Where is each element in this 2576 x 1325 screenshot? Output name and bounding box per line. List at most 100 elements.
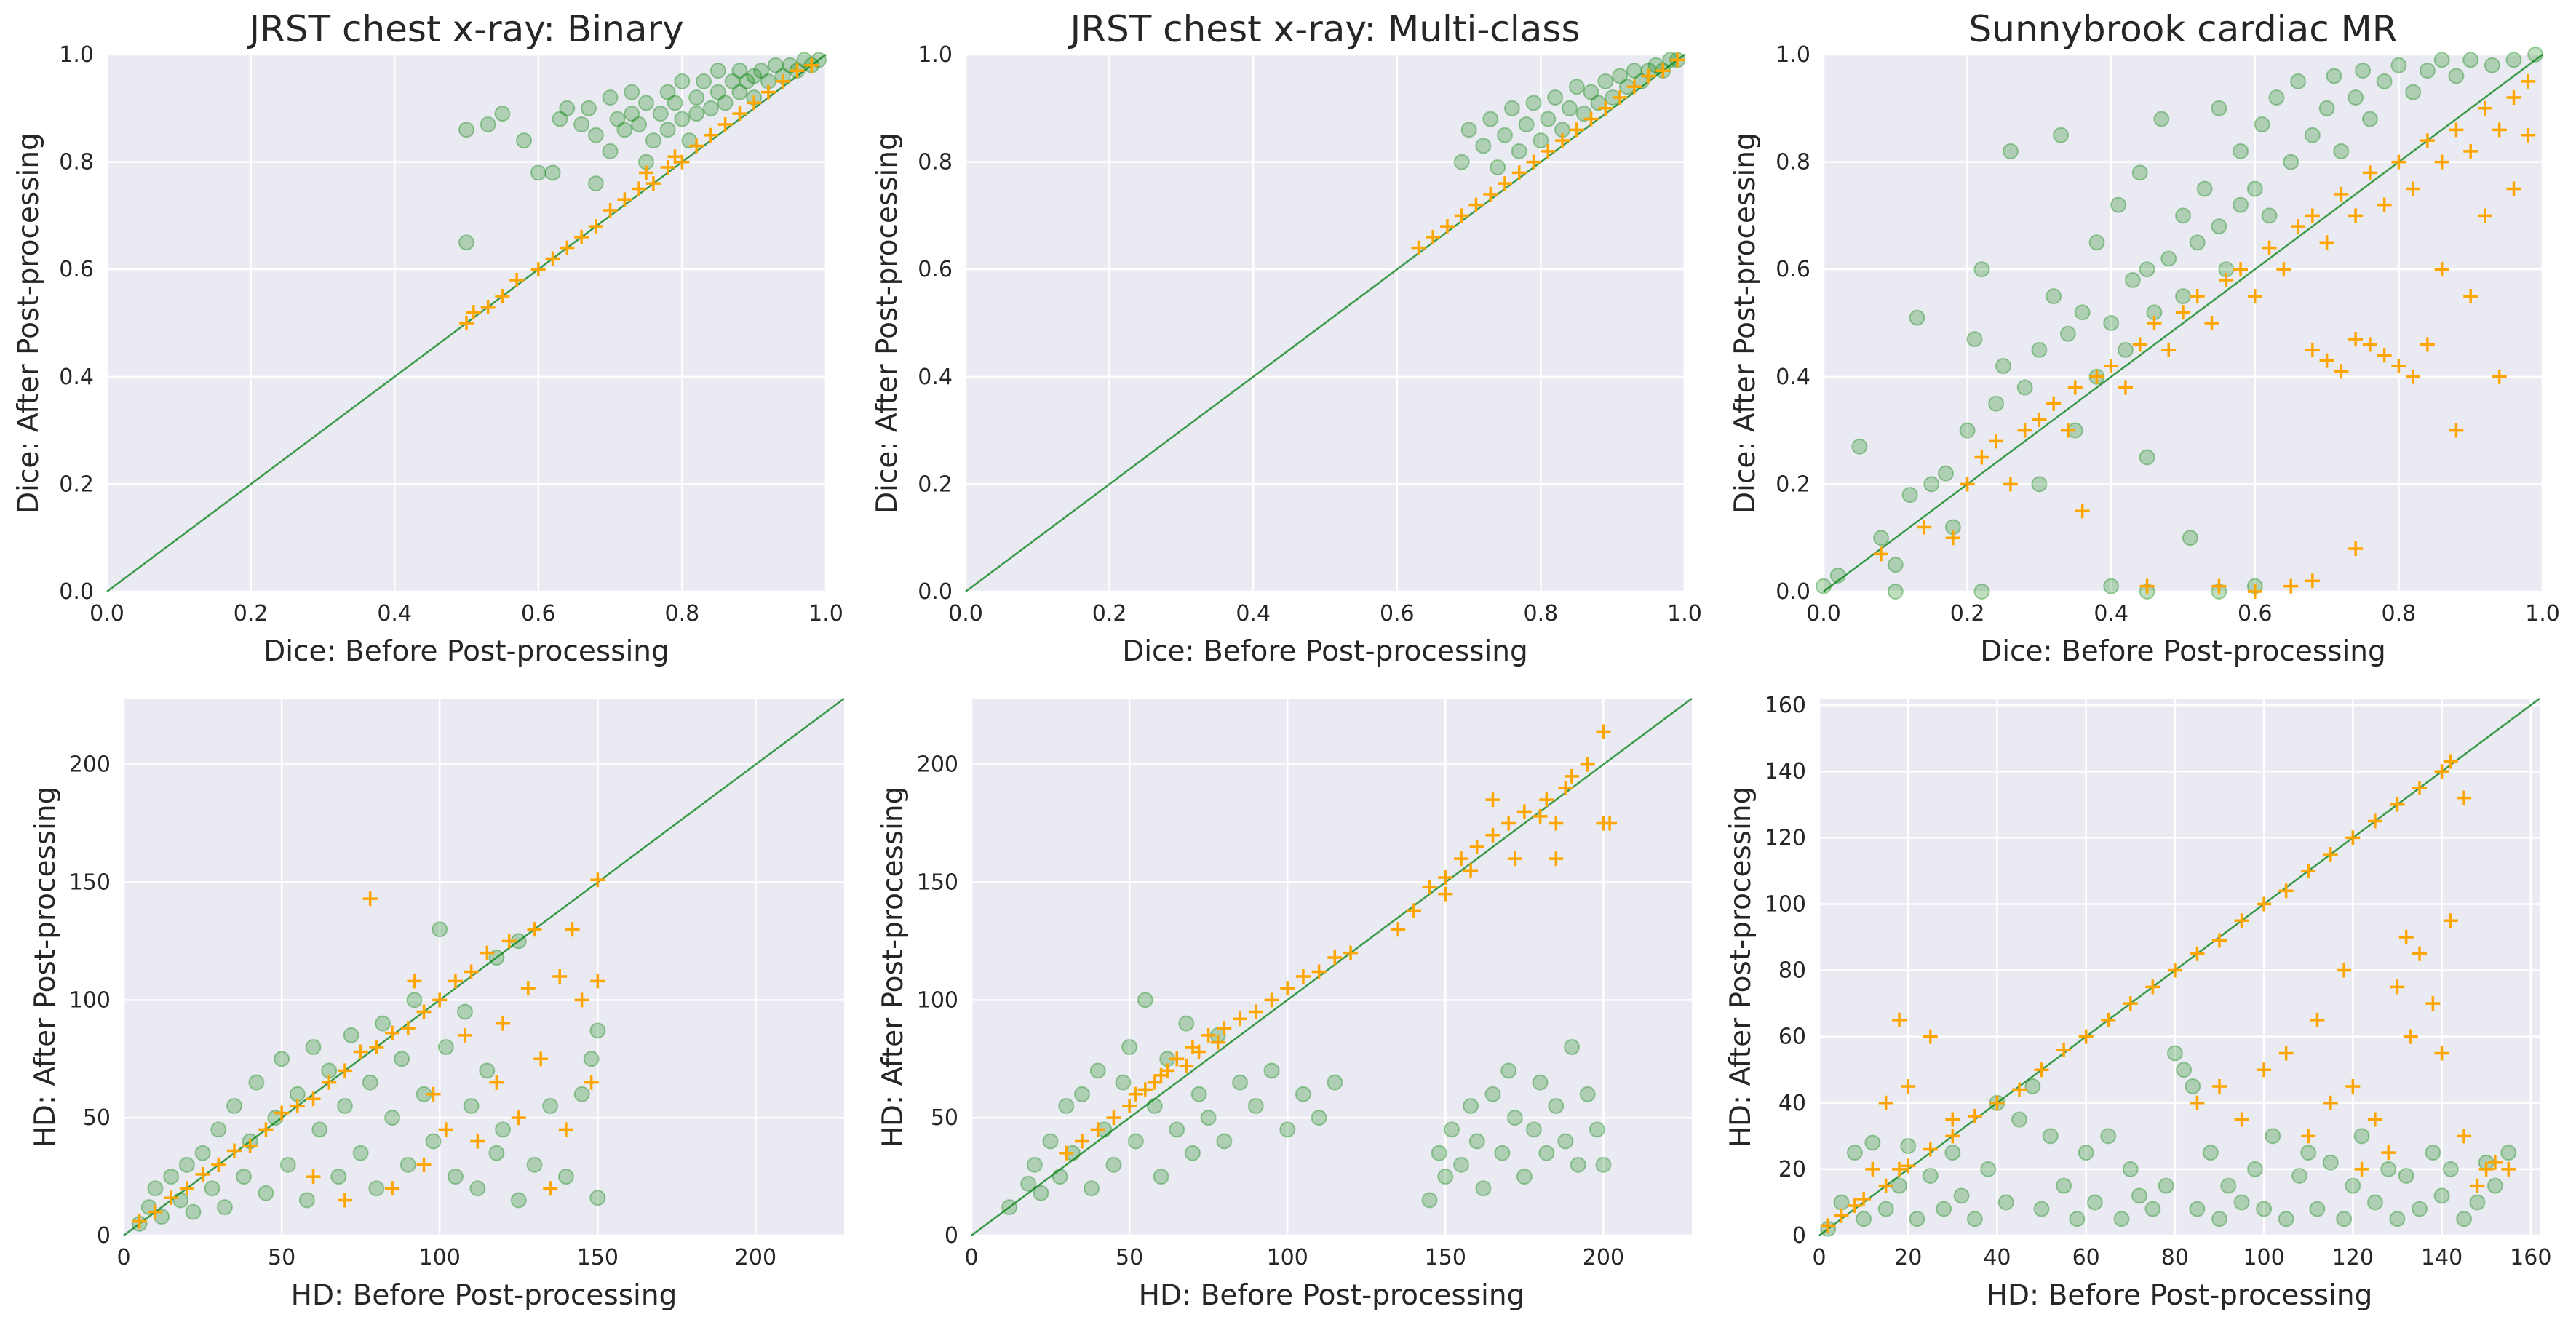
data-point-circle	[1232, 1074, 1249, 1091]
x-tick-label: 40	[1983, 1245, 2011, 1270]
data-point-circle	[667, 95, 683, 111]
data-point-plus	[2470, 1178, 2485, 1193]
data-point-circle	[2220, 1177, 2237, 1194]
data-point-circle	[1923, 476, 1940, 493]
data-point-plus	[675, 154, 690, 170]
data-point-plus	[369, 1040, 384, 1055]
data-point-plus	[2167, 963, 2182, 978]
data-point-circle	[1829, 567, 1846, 584]
data-point-circle	[542, 1097, 559, 1114]
data-point-circle	[204, 1180, 220, 1197]
y-axis-label: HD: After Post-processing	[877, 787, 910, 1148]
y-tick-label: 100	[1765, 891, 1806, 917]
data-point-circle	[1453, 1156, 1470, 1173]
data-point-plus	[1641, 68, 1656, 84]
data-point-plus	[543, 1181, 558, 1196]
data-point-circle	[1973, 584, 1990, 600]
x-tick-label: 0.0	[1806, 601, 1841, 626]
data-point-circle	[1570, 1156, 1586, 1173]
x-tick-label: 150	[1425, 1245, 1466, 1270]
data-point-circle	[731, 84, 748, 100]
data-point-circle	[2088, 234, 2105, 251]
data-point-circle	[1626, 63, 1642, 79]
data-point-circle	[709, 84, 726, 100]
data-point-circle	[1937, 465, 1954, 482]
data-point-plus	[2089, 369, 2104, 384]
data-point-plus	[2176, 305, 2190, 320]
data-point-circle	[2053, 127, 2070, 143]
data-point-circle	[1497, 127, 1513, 143]
data-point-circle	[163, 1169, 180, 1185]
data-point-plus	[2425, 996, 2441, 1011]
data-point-plus	[438, 1122, 453, 1137]
data-point-plus	[790, 63, 805, 79]
data-point-circle	[753, 63, 770, 79]
data-point-plus	[527, 922, 542, 937]
data-point-plus	[1874, 546, 1889, 562]
data-point-circle	[185, 1203, 202, 1220]
data-point-plus	[1485, 792, 1500, 808]
data-point-circle	[1263, 1062, 1280, 1079]
data-point-plus	[1074, 1134, 1089, 1149]
data-point-circle	[1597, 73, 1614, 89]
y-tick-label: 160	[1765, 693, 1806, 718]
data-point-circle	[2456, 1211, 2473, 1227]
x-tick-label: 0.6	[521, 601, 556, 626]
panel-jrst-binary-dice: 0.0 0.2 0.4 0.6 0.8 1.0 0.0 0.2 0.4 0.6 0.8 1.0 JRS…	[12, 8, 843, 668]
y-tick-label: 40	[1778, 1091, 1806, 1116]
data-point-plus	[2257, 1062, 2272, 1078]
data-point-circle	[2196, 180, 2213, 197]
data-point-circle	[1437, 1169, 1454, 1185]
data-point-plus	[2420, 133, 2435, 148]
data-point-plus	[545, 251, 560, 266]
data-point-circle	[2024, 1078, 2041, 1094]
data-point-circle	[2160, 250, 2177, 267]
data-point-plus	[574, 229, 589, 244]
y-tick-label: 200	[69, 752, 111, 778]
data-point-plus	[1264, 992, 1279, 1008]
data-point-plus	[1469, 839, 1484, 854]
x-tick-label: 1.0	[1667, 601, 1702, 626]
data-point-plus	[2046, 396, 2062, 411]
data-point-plus	[2348, 541, 2364, 556]
data-point-circle	[557, 1169, 574, 1185]
data-point-plus	[1626, 79, 1642, 95]
data-point-plus	[2278, 883, 2294, 899]
data-point-plus	[1122, 1098, 1137, 1113]
data-point-plus	[416, 1157, 432, 1172]
data-point-circle	[2211, 100, 2227, 116]
data-point-plus	[164, 1190, 179, 1206]
data-point-circle	[178, 1156, 195, 1173]
data-point-circle	[1516, 1169, 1533, 1185]
x-axis-label: HD: Before Post-processing	[1987, 1279, 2373, 1312]
data-point-plus	[1989, 434, 2004, 449]
data-point-circle	[2304, 127, 2321, 143]
data-point-circle	[1073, 1086, 1090, 1102]
y-tick-label: 100	[69, 987, 111, 1013]
data-point-plus	[2305, 208, 2320, 223]
data-point-circle	[2033, 1201, 2050, 1217]
data-point-circle	[2389, 1211, 2406, 1227]
data-point-circle	[2505, 52, 2522, 68]
data-point-plus	[1901, 1158, 1916, 1174]
data-point-circle	[305, 1039, 322, 1056]
data-point-plus	[2478, 1161, 2494, 1177]
data-point-circle	[258, 1185, 274, 1201]
data-point-plus	[1555, 133, 1570, 148]
y-tick-label: 0.8	[1776, 150, 1810, 175]
data-point-plus	[2521, 73, 2536, 89]
data-point-circle	[1200, 1110, 1217, 1126]
data-point-plus	[2132, 337, 2147, 352]
data-point-circle	[1058, 1097, 1075, 1114]
x-axis-label: Dice: Before Post-processing	[263, 635, 669, 668]
data-point-plus	[509, 272, 525, 287]
data-point-plus	[2337, 963, 2352, 978]
data-point-plus	[574, 992, 589, 1008]
data-point-plus	[2521, 127, 2536, 143]
y-tick-label: 20	[1778, 1157, 1806, 1182]
data-point-circle	[2309, 1201, 2326, 1217]
data-point-circle	[659, 122, 676, 138]
data-point-circle	[2318, 100, 2335, 116]
data-point-circle	[2398, 1168, 2414, 1184]
data-point-circle	[1533, 132, 1549, 149]
